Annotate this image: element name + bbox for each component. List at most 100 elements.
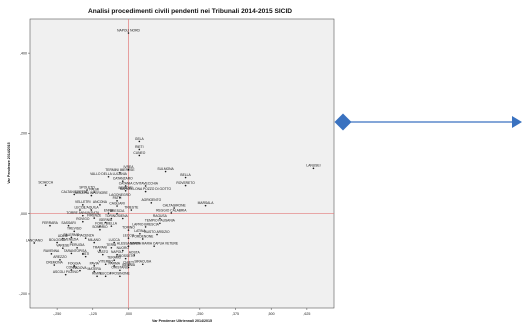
x-tick-label: ,250	[196, 312, 203, 316]
data-point-label: RIMINI	[92, 272, 102, 276]
data-point	[124, 189, 127, 192]
data-point	[99, 249, 101, 251]
data-point	[144, 185, 147, 187]
data-point	[138, 154, 141, 157]
data-point-label: PORDENONE	[132, 234, 154, 238]
data-point-label: AGRIGENTO	[141, 198, 161, 202]
data-point	[116, 205, 118, 207]
data-point	[101, 253, 104, 256]
y-axis-ticks: -,200 ,000 ,200 ,400	[19, 51, 30, 296]
data-point	[93, 191, 96, 193]
data-point-label: FORLI	[95, 222, 105, 226]
data-point	[44, 184, 47, 186]
data-point-label: LATINA	[134, 229, 146, 233]
data-point-label: NAPOLI	[111, 250, 123, 254]
x-tick-label: -,250	[53, 312, 61, 316]
data-point-label: ASTI	[82, 252, 89, 256]
data-point-label: NOCERA INFERIORE	[75, 191, 109, 195]
y-tick-label: -,200	[19, 292, 27, 296]
data-point	[73, 193, 76, 196]
diamond-marker-icon	[334, 113, 352, 131]
reference-lines	[30, 19, 334, 308]
data-point-label: PERUGIA	[70, 243, 86, 247]
data-point-label: GROSSETO	[116, 254, 135, 258]
data-point	[82, 214, 84, 217]
data-point-label: LANUSEI	[306, 164, 320, 168]
data-point-label: VALLO DELLA LUCANIA	[90, 172, 128, 176]
data-point	[144, 190, 147, 193]
data-point	[124, 185, 127, 187]
data-point	[150, 202, 153, 204]
data-point	[144, 226, 147, 228]
data-point-label: BARCELLONA POZZO DI GOTTO	[120, 187, 171, 191]
data-point	[119, 196, 121, 199]
data-point	[113, 259, 116, 262]
data-point-label: PALMI	[89, 187, 99, 191]
data-point-label: SULMONA	[157, 167, 174, 171]
data-point-label: LECCO	[123, 234, 135, 238]
data-point	[119, 171, 121, 174]
data-point-label: BOLOGNA	[49, 238, 66, 242]
x-tick-label: ,625	[303, 312, 310, 316]
data-point-label: ENNA	[104, 209, 114, 213]
data-point	[93, 265, 96, 267]
data-point-label: RIETI	[135, 145, 144, 149]
data-point	[96, 275, 98, 278]
data-point	[173, 207, 175, 209]
data-point	[107, 212, 110, 215]
data-point	[138, 140, 141, 143]
data-point	[127, 229, 130, 231]
data-point	[59, 259, 61, 261]
data-point-label: TRIESTE	[124, 205, 139, 209]
data-point-label: TORRE ANNUNZIATA	[66, 211, 100, 215]
data-point-label: TRAPANI	[93, 246, 107, 250]
data-point	[127, 237, 130, 239]
data-point-label: CALTAGIRONE	[163, 203, 187, 207]
chart-title: Analisi procedimenti civili pendenti nei…	[88, 8, 292, 15]
data-point	[84, 237, 87, 239]
data-point	[116, 212, 118, 215]
data-point-label: PIACENZA	[77, 234, 94, 238]
data-point-label: AOSTA	[129, 250, 141, 254]
data-point	[127, 264, 130, 266]
data-point	[93, 217, 96, 219]
data-point	[67, 224, 70, 227]
data-point	[79, 269, 81, 272]
data-point-label: SCIACCA	[38, 181, 53, 185]
data-point-label: ORISTANO	[111, 266, 128, 270]
data-point-label: PISA	[79, 249, 87, 253]
data-point-label: PAVIA	[90, 261, 100, 265]
data-point-label: TORINO	[122, 226, 135, 230]
y-tick-label: ,200	[20, 132, 27, 136]
data-point	[53, 264, 56, 266]
data-point	[159, 222, 161, 225]
data-point	[133, 254, 135, 256]
data-point	[170, 212, 173, 214]
data-point-label: LUCCA	[109, 238, 121, 242]
data-point	[76, 246, 78, 249]
data-point	[99, 204, 101, 206]
data-point	[82, 253, 84, 255]
data-point	[121, 249, 124, 252]
data-point-label: BUSTO ARSIZIO	[144, 230, 170, 234]
data-point-label: RAGUSA	[153, 214, 168, 218]
data-point	[127, 168, 130, 171]
data-point-label: CAGLIARI	[109, 201, 124, 205]
data-point	[110, 217, 113, 220]
data-point-label: REGGIO CALABRIA	[156, 208, 187, 212]
data-point-label: FIRENZE	[87, 213, 102, 217]
data-point-label: SANTA MARIA CAPUA VETERE	[130, 242, 179, 246]
data-point	[104, 263, 107, 266]
data-point	[56, 241, 58, 244]
y-tick-label: ,000	[20, 212, 27, 216]
data-point	[62, 237, 64, 240]
data-point	[130, 209, 133, 211]
data-point	[62, 247, 64, 249]
data-point-label: CATANIA	[119, 181, 134, 185]
data-point	[139, 232, 141, 235]
data-point	[50, 253, 53, 255]
data-point	[70, 252, 73, 255]
data-point-label: TORINO	[105, 214, 118, 218]
data-point-label: MATERA	[87, 267, 101, 271]
